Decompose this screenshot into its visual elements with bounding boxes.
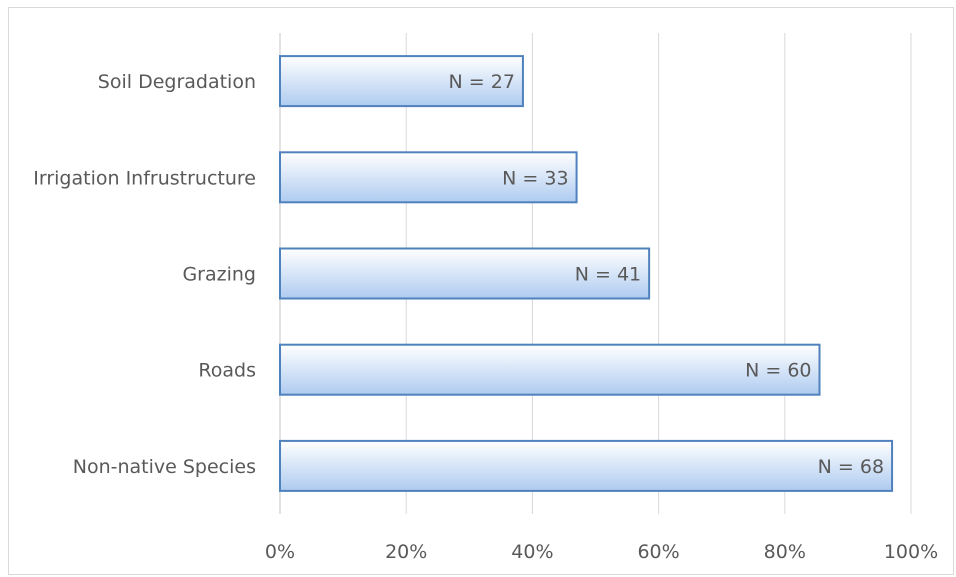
data-label: N = 68 xyxy=(818,456,884,478)
bar-roads xyxy=(280,345,820,395)
data-label: N = 27 xyxy=(449,71,515,93)
x-tick-label: 80% xyxy=(764,541,806,563)
x-tick-label: 20% xyxy=(385,541,427,563)
x-tick-label: 0% xyxy=(265,541,295,563)
data-label: N = 60 xyxy=(745,360,811,382)
category-label: Roads xyxy=(198,360,256,382)
category-labels: Soil Degradation Irrigation Infrustructur… xyxy=(33,71,256,478)
x-axis: 0% 20% 40% 60% 80% 100% xyxy=(265,541,938,563)
data-label: N = 33 xyxy=(502,167,568,189)
category-label: Soil Degradation xyxy=(98,71,256,93)
x-tick-label: 40% xyxy=(511,541,553,563)
category-label: Irrigation Infrustructure xyxy=(33,167,256,189)
x-tick-label: 100% xyxy=(884,541,938,563)
bar-non-native-species xyxy=(280,441,892,491)
category-label: Non-native Species xyxy=(73,456,256,478)
x-tick-label: 60% xyxy=(637,541,679,563)
data-label: N = 41 xyxy=(575,264,641,286)
category-label: Grazing xyxy=(182,264,256,286)
